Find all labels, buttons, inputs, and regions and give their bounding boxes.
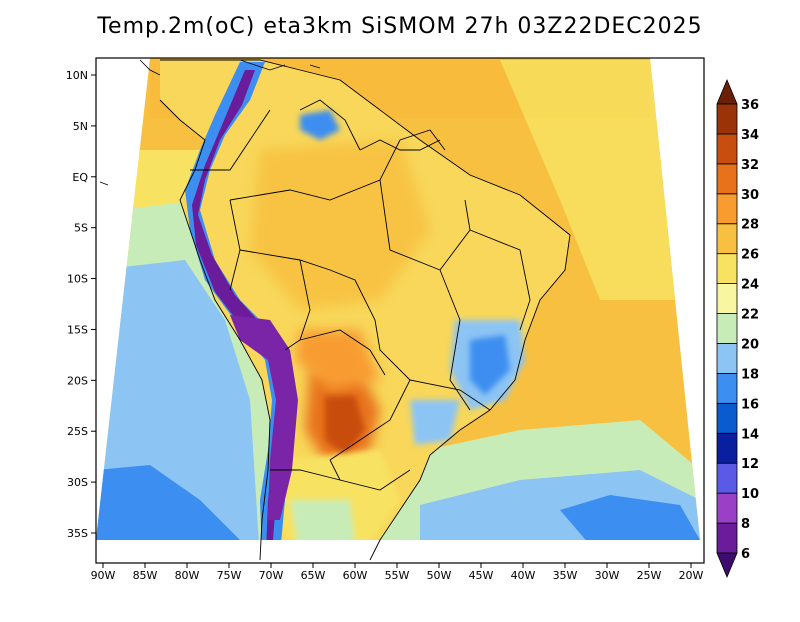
colorbar-label: 32 (741, 158, 759, 173)
colorbar-label: 6 (741, 547, 750, 562)
colorbar-low-triangle (716, 552, 738, 579)
pacific-equatorial (120, 150, 200, 210)
y-tick-label: 15S (67, 323, 88, 336)
x-tick-label: 30W (595, 569, 620, 582)
y-tick-label: 20S (67, 374, 88, 387)
sao-paulo-cool (410, 400, 460, 445)
border-bolivia-peru (284, 259, 311, 351)
x-tick-label: 80W (175, 569, 200, 582)
y-tick-label: 5S (74, 222, 88, 235)
colorbar-label: 10 (741, 487, 759, 502)
border-goias (439, 269, 471, 411)
border-uruguay (329, 459, 411, 491)
colorbar-label: 36 (741, 98, 759, 113)
x-tick-label: 55W (385, 569, 410, 582)
andes-cold-core (192, 70, 288, 540)
patagonia-cool (290, 500, 355, 540)
x-axis: 90W 85W 80W 75W 70W 65W 60W 55W 50W 45W 40W 35W 30W 2… (91, 563, 704, 582)
border-sao-paulo (409, 379, 491, 411)
colorbar-swatch (716, 462, 738, 494)
x-tick-label: 50W (427, 569, 452, 582)
border-bahia (469, 229, 531, 331)
x-tick-label: 25W (637, 569, 662, 582)
colorbar-label: 24 (741, 278, 759, 293)
y-tick-label: 10S (67, 273, 88, 286)
colorbar-label: 8 (741, 517, 750, 532)
colorbar-label: 12 (741, 457, 759, 472)
colorbar-label: 30 (741, 188, 759, 203)
colorbar-swatch (716, 223, 738, 255)
x-tick-label: 45W (469, 569, 494, 582)
border-peru-colombia (229, 199, 241, 291)
colorbar-label: 20 (741, 337, 759, 352)
colorbar-label: 22 (741, 308, 759, 323)
x-tick-label: 20W (679, 569, 704, 582)
border-venezuela (299, 99, 361, 151)
colorbar-swatch (716, 372, 738, 404)
x-tick-label: 60W (343, 569, 368, 582)
colorbar-swatch (716, 522, 738, 554)
plot-border (95, 57, 705, 564)
country-borders (159, 59, 571, 561)
minas-cold (470, 335, 510, 395)
colorbar-swatch (716, 343, 738, 374)
border-ecuador-colombia (190, 109, 271, 171)
colorbar-label: 16 (741, 397, 759, 412)
temperature-field (96, 58, 700, 540)
pacific-south-cold (96, 465, 240, 540)
x-tick-label: 85W (133, 569, 158, 582)
y-axis: 10N 5N EQ 5S 10S 15S 20S 25S 30S 35S (66, 69, 96, 540)
x-tick-label: 70W (259, 569, 284, 582)
colorbar-swatch (716, 492, 738, 524)
y-tick-label: 25S (67, 425, 88, 438)
colorbar-swatch (716, 253, 738, 285)
border-brazil-west (239, 249, 411, 461)
colorbar-label: 34 (741, 128, 759, 143)
x-tick-label: 90W (91, 569, 116, 582)
y-tick-label: 30S (67, 476, 88, 489)
colorbar-swatch (716, 103, 738, 135)
colorbar-swatch (716, 163, 738, 195)
colorbar-swatch (716, 432, 738, 464)
chaco-hottest (325, 395, 365, 455)
y-tick-label: 35S (67, 527, 88, 540)
coastline-west (159, 99, 271, 561)
caribbean-islands (99, 59, 321, 186)
border-argentina-chile (270, 469, 341, 481)
colorbar-swatch (716, 133, 738, 165)
colorbar-label: 28 (741, 218, 759, 233)
atlantic-cold-patch (560, 495, 700, 540)
x-tick-label: 40W (511, 569, 536, 582)
x-tick-label: 65W (301, 569, 326, 582)
y-tick-label: 5N (73, 120, 88, 133)
guiana-highlands-cool (300, 110, 340, 140)
y-tick-label: EQ (72, 171, 88, 184)
colorbar-swatch (716, 402, 738, 434)
colorbar-high-triangle (716, 78, 738, 105)
border-bolivia-paraguay (299, 329, 386, 376)
amazon-warm (250, 140, 430, 310)
x-tick-label: 75W (217, 569, 242, 582)
coastline-east (160, 59, 571, 561)
pantanal-warm (295, 330, 380, 390)
y-tick-label: 10N (66, 69, 88, 82)
colorbar: 6 8 10 12 14 16 18 20 22 24 26 28 30 32 34 36 (716, 78, 759, 579)
colorbar-label: 18 (741, 367, 759, 382)
map-title: Temp.2m(oC) eta3km SiSMOM 27h 03Z22DEC20… (97, 14, 703, 39)
x-tick-label: 35W (553, 569, 578, 582)
colorbar-swatch (716, 193, 738, 225)
colorbar-label: 26 (741, 248, 759, 263)
colorbar-swatch (716, 313, 738, 344)
colorbar-swatch (716, 283, 738, 314)
colorbar-label: 14 (741, 427, 759, 442)
atlantic-warm-band (500, 60, 700, 300)
altiplano-cold (230, 315, 298, 520)
border-guianas (359, 139, 441, 151)
